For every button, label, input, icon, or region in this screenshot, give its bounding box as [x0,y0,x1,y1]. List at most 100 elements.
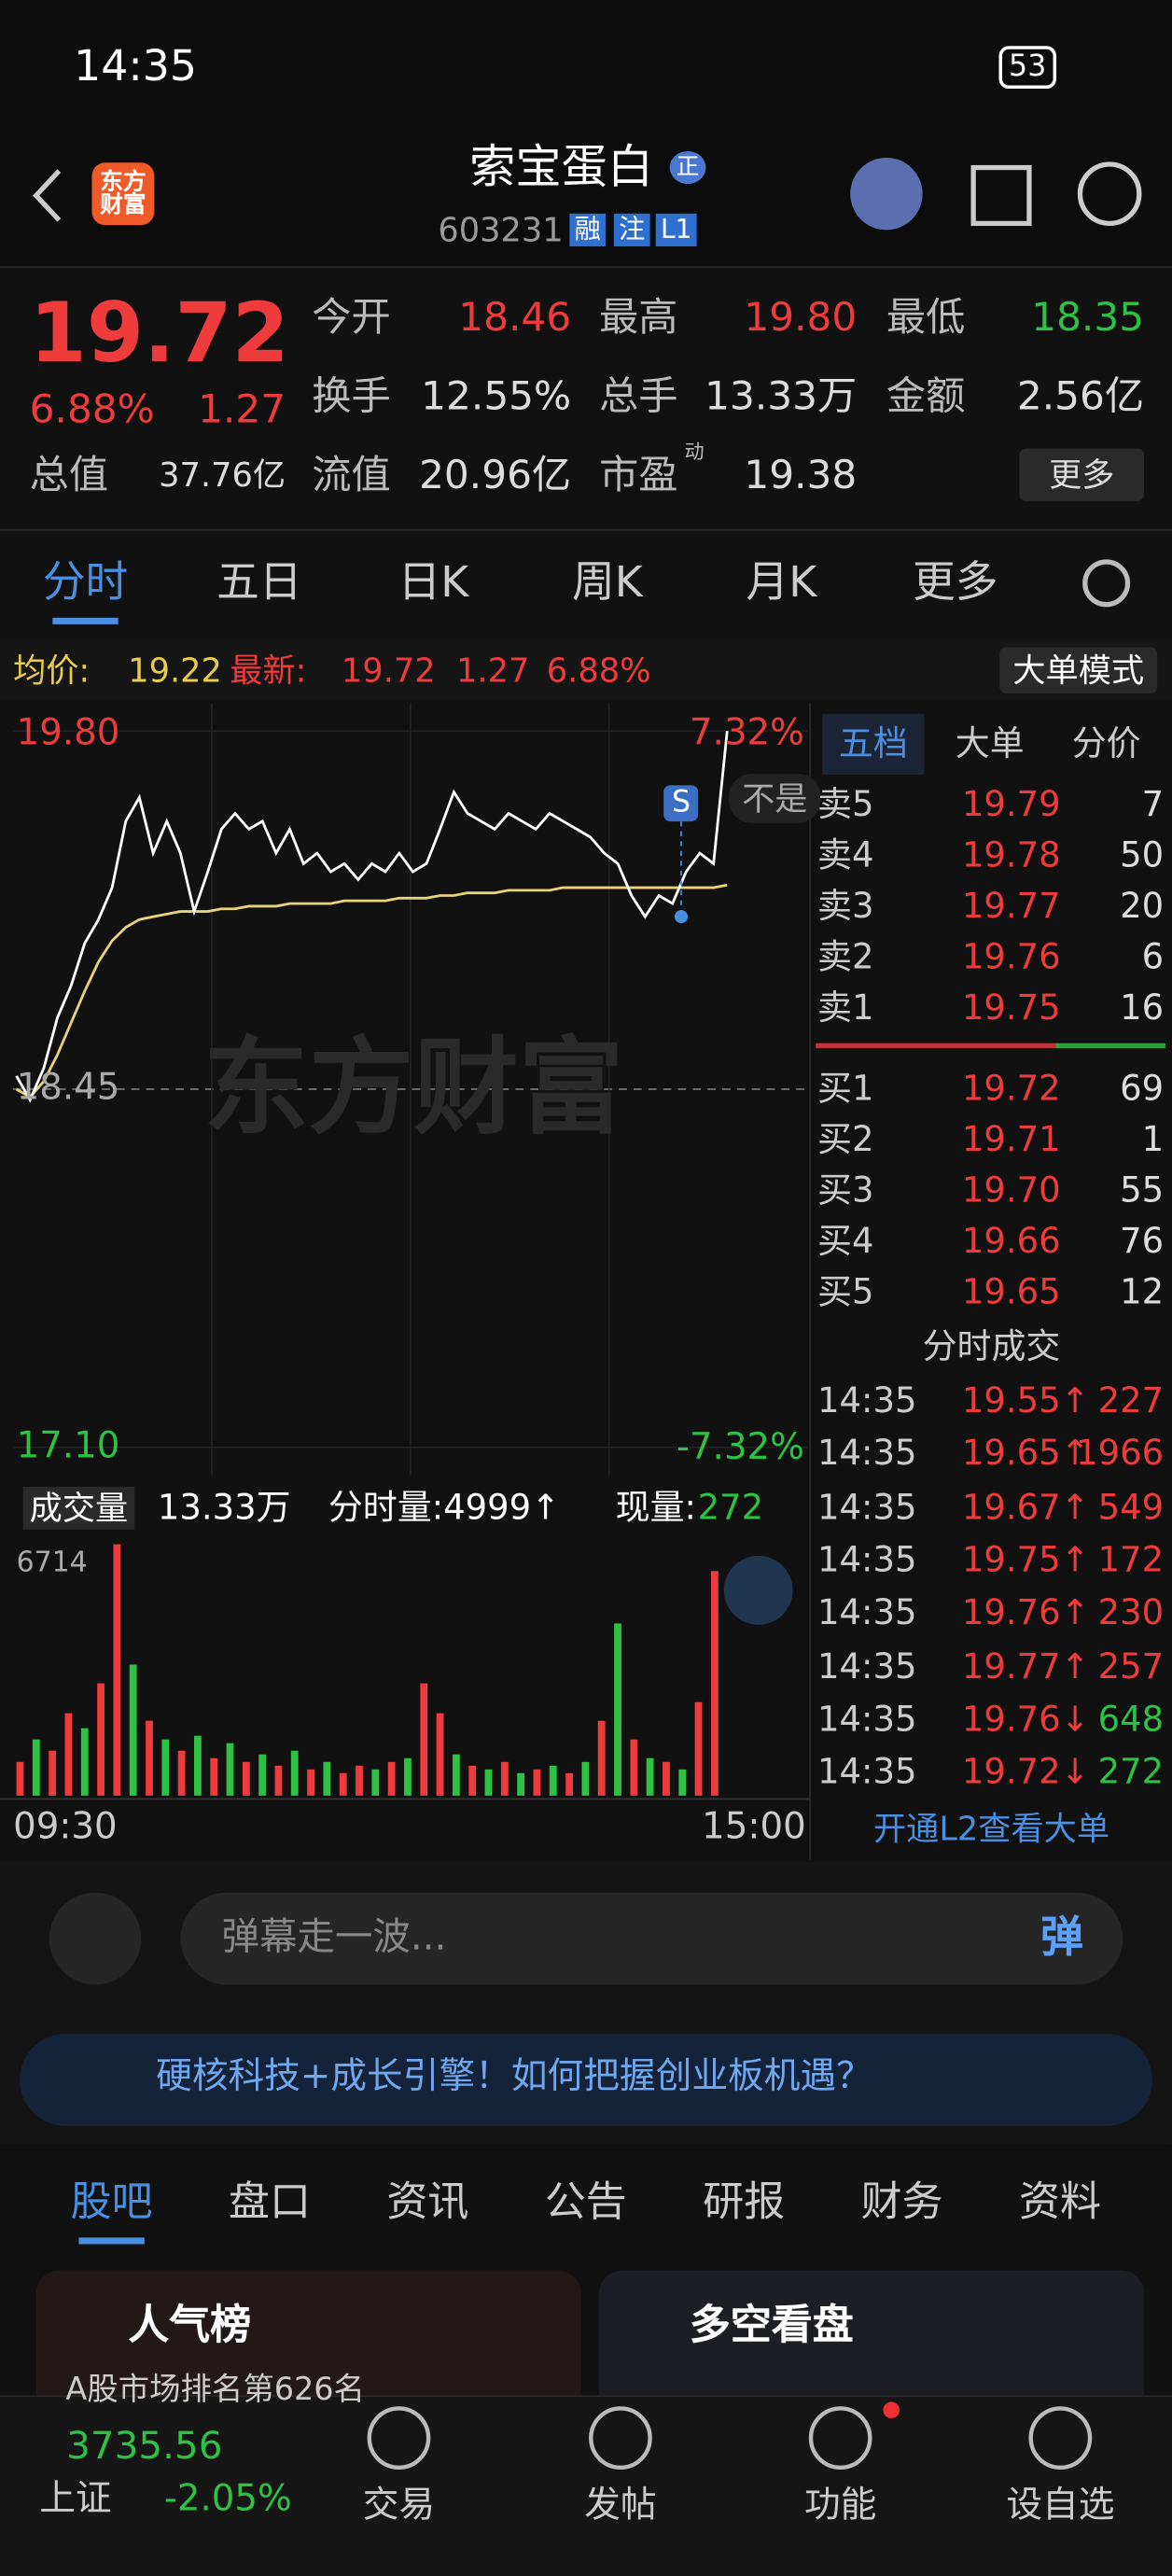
divider [0,528,1172,531]
card[interactable] [35,2270,581,2419]
notify-dot [883,2401,900,2419]
volume-bar [533,1769,541,1796]
l2-link[interactable]: 开通L2查看大单 [872,1808,1110,1849]
stock-title: 索宝蛋白 [469,139,654,194]
comment-icon[interactable] [49,1892,142,1985]
trade-time: 14:35 [817,1434,917,1474]
stat-value: 12.55% [421,372,572,419]
search-icon[interactable] [1077,161,1142,227]
trade-vol: 172 [1097,1539,1165,1580]
robot-icon[interactable] [850,157,923,231]
tab[interactable]: 分时 [42,558,129,609]
bid-ask-bar [816,1043,1056,1049]
danmaku-button[interactable]: 弹 [1040,1913,1084,1964]
trade-price: 19.76↑ [961,1592,1090,1633]
share-icon[interactable] [970,164,1032,227]
trade-time: 14:35 [817,1380,917,1421]
volume-now-label: 现量: [615,1487,696,1528]
book-tab[interactable]: 大单 [955,723,1025,763]
tab[interactable]: 日K [398,558,469,609]
volume-bar [97,1683,105,1796]
sub-tab[interactable]: 资料 [1019,2177,1102,2226]
volume-bar [323,1761,331,1796]
input-field[interactable] [180,1892,1123,1985]
stat-label: 流值 [312,452,391,498]
nav-item[interactable]: 发帖 [584,2485,657,2527]
banner-bg[interactable] [20,2034,1152,2126]
trade-price: 19.76↓ [961,1699,1090,1739]
book-price: 19.65 [961,1272,1061,1312]
book-vol: 20 [1120,886,1165,926]
book-vol: 50 [1120,835,1165,875]
tab[interactable]: 五日 [216,558,302,609]
stat-label: 金额 [886,372,966,419]
trade-vol: 227 [1097,1380,1165,1421]
volume-bar [630,1739,638,1796]
more-button[interactable]: 更多 [1019,448,1145,501]
volume-bar [614,1623,621,1796]
stat-label: 市盈 [599,452,678,498]
trade-price: 19.65↑ [961,1434,1090,1474]
book-tab[interactable]: 五档 [822,713,925,775]
tab[interactable]: 周K [571,558,643,609]
card-title: 多空看盘 [689,2301,854,2349]
volume-max: 6714 [16,1547,88,1580]
nav-item[interactable]: 交易 [362,2485,436,2527]
book-tab[interactable]: 分价 [1071,723,1141,763]
book-label: 买4 [817,1221,874,1261]
trade-time: 14:35 [817,1487,917,1527]
tab[interactable]: 月K [746,558,817,609]
sub-tab[interactable]: 研报 [703,2177,786,2226]
volume-bar [242,1761,250,1796]
trade-price: 19.72↓ [961,1752,1090,1792]
card-title: 人气榜 [128,2301,252,2349]
volume-bar [678,1769,687,1796]
info-text: 1.27 [456,651,530,691]
stock-code: 603231 [438,210,564,250]
nav-icon [589,2406,652,2471]
battery: 53 [998,46,1056,90]
book-price: 19.70 [961,1170,1061,1211]
volume-bar [290,1750,299,1796]
info-bar-bg [0,640,1172,700]
stat-label: 最高 [599,294,678,341]
sub-tab[interactable]: 财务 [860,2177,943,2226]
stat-label: 最低 [886,294,966,341]
stat-value: 18.35 [1031,294,1145,341]
volume-bar [177,1750,186,1796]
trade-vol: 1966 [1076,1434,1165,1474]
back-icon[interactable] [33,169,62,222]
nav-item[interactable]: 设自选 [1006,2485,1115,2527]
volume-bar [226,1743,234,1796]
price-line [15,731,729,1103]
sub-tab[interactable]: 公告 [544,2177,627,2226]
tag: 融 [569,213,607,247]
sub-tab[interactable]: 股吧 [70,2177,153,2226]
sub-tab[interactable]: 资讯 [386,2177,469,2226]
trade-vol: 272 [1097,1752,1165,1792]
card[interactable] [599,2270,1145,2419]
volume-bar [517,1772,525,1796]
mode-button[interactable]: 大单模式 [999,647,1158,693]
nav-item[interactable]: 功能 [803,2485,877,2527]
volume-bar [484,1769,493,1796]
volume-label[interactable]: 成交量 [22,1486,135,1530]
nav-icon [1028,2406,1093,2471]
danmaku-input: 弹幕走一波... [221,1916,447,1960]
volume-bar [581,1761,590,1796]
book-label: 买1 [817,1069,874,1109]
volume-bar [371,1769,380,1796]
book-vol: 16 [1120,987,1165,1029]
sub-tab[interactable]: 盘口 [229,2177,312,2226]
expand-icon [723,1555,793,1625]
settings-icon[interactable] [1082,559,1131,608]
book-price: 19.76 [961,937,1061,977]
volume-bar [387,1761,396,1796]
pct-top: 7.32% [690,712,804,754]
tab[interactable]: 更多 [913,558,998,609]
volume-bar [146,1720,153,1796]
banner-text[interactable]: 硬核科技+成长引擎！如何把握创业板机遇？ [156,2056,872,2098]
book-label: 卖4 [817,835,874,875]
index-pct: -2.05% [163,2479,292,2521]
